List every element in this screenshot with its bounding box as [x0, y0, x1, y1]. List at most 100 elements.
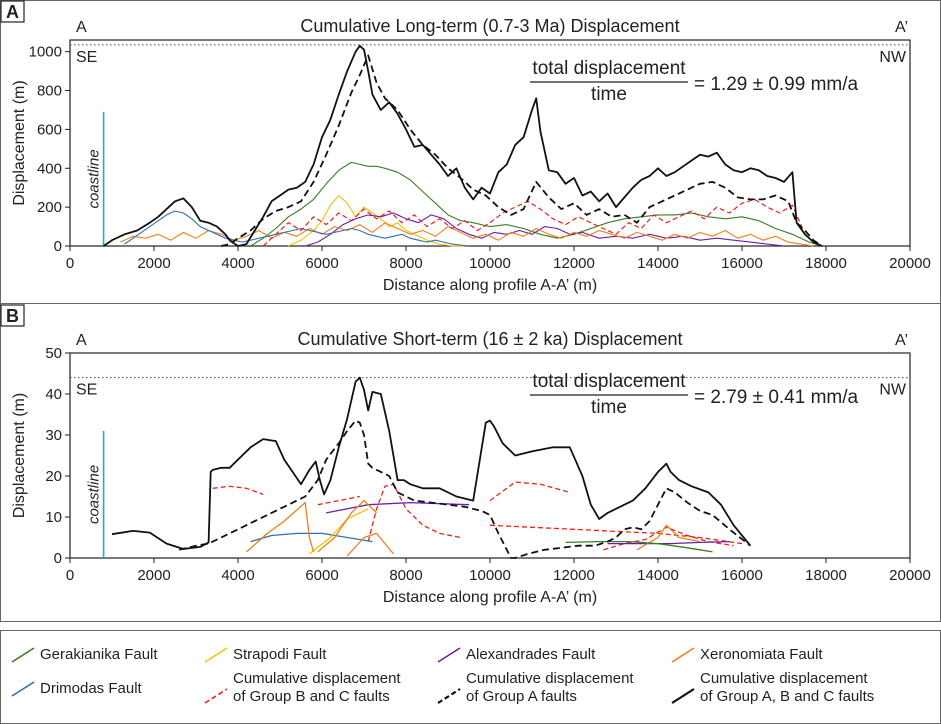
legend-swatch-cumulative-displacement-of-group-a-b-and-c-faults [671, 688, 695, 704]
legend-swatch-gerakianika-fault [11, 647, 35, 663]
panel-b-series-alexandrades-fault [326, 501, 470, 514]
legend-label-line: of Group A faults [466, 688, 577, 705]
panel-b-ytick-label: 50 [45, 345, 62, 362]
panel-b-xtick-label: 12000 [553, 567, 595, 584]
panel-b-series-xeronomiata-fault [346, 532, 394, 557]
panel-a-xtick-label: 14000 [637, 255, 679, 272]
panel-b-series-xeronomiata-fault [245, 501, 315, 553]
legend-swatch-strapodi-fault [204, 647, 228, 663]
legend-label-cumulative-displacement-of-group-a-faults: Cumulative displacement of Group A faults [466, 670, 634, 705]
panel-a-corner-se: SE [76, 49, 97, 66]
panel-b-series-strapodi-fault [308, 508, 369, 555]
panel-b-corner-se: SE [76, 382, 97, 399]
panel-a-rate-numerator: total displacement [532, 58, 686, 79]
legend-swatch-drimodas-fault [11, 681, 35, 697]
panel-b-series-cumulative-displacement-of-group-b-and-c-faults [603, 526, 734, 551]
panel-a-xtick-label: 12000 [553, 255, 595, 272]
panel-b-ytick-label: 30 [45, 427, 62, 444]
panel-b-ylabel: Displacement (m) [11, 393, 28, 518]
panel-a-series-cumulative-displacement-of-group-a-b-and-c-faults [103, 44, 823, 247]
panel-b-xtick-label: 10000 [469, 567, 511, 584]
panel-b-series-cumulative-displacement-of-group-b-and-c-faults [489, 524, 743, 545]
legend-swatch-cumulative-displacement-of-group-a-faults [437, 688, 461, 704]
panel-a: A Cumulative Long-term (0.7-3 Ma) Displac… [0, 0, 941, 304]
panel-b-series-drimodas-fault [250, 532, 373, 543]
panel-b-rate-denominator: time [591, 397, 627, 418]
panel-a-series-cumulative-displacement-of-group-b-and-c-faults [262, 198, 806, 247]
legend-swatch-cumulative-displacement-of-group-b-and-c-faults [204, 688, 228, 704]
panel-a-corner-nw: NW [879, 49, 907, 66]
legend-label-drimodas-fault: Drimodas Fault [40, 680, 143, 697]
panel-a-rate-denominator: time [591, 84, 627, 105]
panel-b-corner-nw: NW [879, 382, 907, 399]
panel-b-coastline-label: coastline [86, 465, 103, 524]
panel-a-ytick-label: 200 [37, 199, 62, 216]
panel-b-ytick-label: 20 [45, 468, 62, 485]
legend-label-alexandrades-fault: Alexandrades Fault [466, 646, 596, 663]
panel-b-series-cumulative-displacement-of-group-b-and-c-faults [367, 483, 461, 542]
panel-b-series-cumulative-displacement-of-group-a-faults [178, 419, 751, 559]
panel-b-xtick-label: 4000 [221, 567, 254, 584]
panel-b-series-xeronomiata-fault [317, 499, 378, 553]
legend-label-line: Gerakianika Fault [40, 646, 158, 663]
panel-a-xtick-label: 0 [66, 255, 74, 272]
panel-b-xtick-label: 14000 [637, 567, 679, 584]
legend: Gerakianika Fault Strapodi Fault Alexandra… [0, 630, 941, 724]
legend-label-line: Alexandrades Fault [466, 646, 596, 663]
panel-b-xtick-label: 16000 [721, 567, 763, 584]
panel-a-rate-value: = 1.29 ± 0.99 mm/a [694, 74, 859, 95]
panel-b-xtick-label: 6000 [305, 567, 338, 584]
panel-a-ytick-label: 1000 [29, 44, 62, 61]
panel-a-title: Cumulative Long-term (0.7-3 Ma) Displace… [300, 16, 679, 36]
legend-label-line: Drimodas Fault [40, 680, 143, 697]
panel-b-ytick-label: 40 [45, 386, 62, 403]
panel-a-xtick-label: 18000 [805, 255, 847, 272]
legend-label-line: of Group A, B and C faults [700, 688, 874, 705]
legend-label-line: of Group B and C faults [233, 688, 390, 705]
panel-a-xtick-label: 20000 [889, 255, 931, 272]
panel-b-xtick-label: 18000 [805, 567, 847, 584]
panel-a-series-gerakianika-fault [250, 161, 822, 247]
panel-a-xtick-label: 2000 [137, 255, 170, 272]
legend-label-cumulative-displacement-of-group-b-and-c-faults: Cumulative displacement of Group B and C … [233, 670, 401, 705]
panel-a-xtick-label: 16000 [721, 255, 763, 272]
legend-swatch-alexandrades-fault [437, 647, 461, 663]
panel-a-ytick-label: 400 [37, 160, 62, 177]
panel-b-ytick-label: 10 [45, 509, 62, 526]
panel-a-xtick-label: 4000 [221, 255, 254, 272]
legend-swatch-xeronomiata-fault [671, 647, 695, 663]
legend-label-gerakianika-fault: Gerakianika Fault [40, 646, 158, 663]
panel-b-title: Cumulative Short-term (16 ± 2 ka) Displa… [297, 329, 682, 349]
panel-b-series-cumulative-displacement-of-group-b-and-c-faults [212, 485, 264, 496]
panel-b-xtick-label: 8000 [389, 567, 422, 584]
legend-label-line: Cumulative displacement [466, 670, 634, 687]
panel-a-ytick-label: 800 [37, 83, 62, 100]
panel-b-rate-value: = 2.79 ± 0.41 mm/a [694, 387, 859, 408]
legend-label-xeronomiata-fault: Xeronomiata Fault [700, 646, 823, 663]
panel-a-label: A [6, 2, 19, 22]
panel-b-series-alexandrades-fault [607, 540, 730, 545]
legend-label-line: Xeronomiata Fault [700, 646, 823, 663]
panel-b-xtick-label: 2000 [137, 567, 170, 584]
panel-a-corner-top-right: A’ [895, 19, 908, 36]
legend-label-line: Cumulative displacement [233, 670, 401, 687]
panel-b-label: B [6, 306, 19, 326]
panel-b-xlabel: Distance along profile A-A’ (m) [383, 589, 597, 606]
panel-b-ytick-label: 0 [54, 550, 62, 567]
legend-label-strapodi-fault: Strapodi Fault [233, 646, 327, 663]
panel-b: B Cumulative Short-term (16 ± 2 ka) Displ… [0, 303, 941, 622]
panel-a-xtick-label: 6000 [305, 255, 338, 272]
panel-b-corner-top-right: A’ [895, 332, 908, 349]
panel-b-plot-frame [69, 352, 911, 559]
panel-a-coastline-label: coastline [86, 149, 103, 208]
panel-a-ytick-label: 600 [37, 121, 62, 138]
legend-label-line: Strapodi Fault [233, 646, 327, 663]
panel-b-xtick-label: 20000 [889, 567, 931, 584]
panel-a-xtick-label: 8000 [389, 255, 422, 272]
panel-a-xlabel: Distance along profile A-A’ (m) [383, 277, 597, 294]
panel-a-xtick-label: 10000 [469, 255, 511, 272]
panel-b-series-cumulative-displacement-of-group-b-and-c-faults [489, 481, 570, 502]
panel-b-series-gerakianika-fault [565, 540, 713, 553]
panel-b-rate-numerator: total displacement [532, 371, 686, 392]
